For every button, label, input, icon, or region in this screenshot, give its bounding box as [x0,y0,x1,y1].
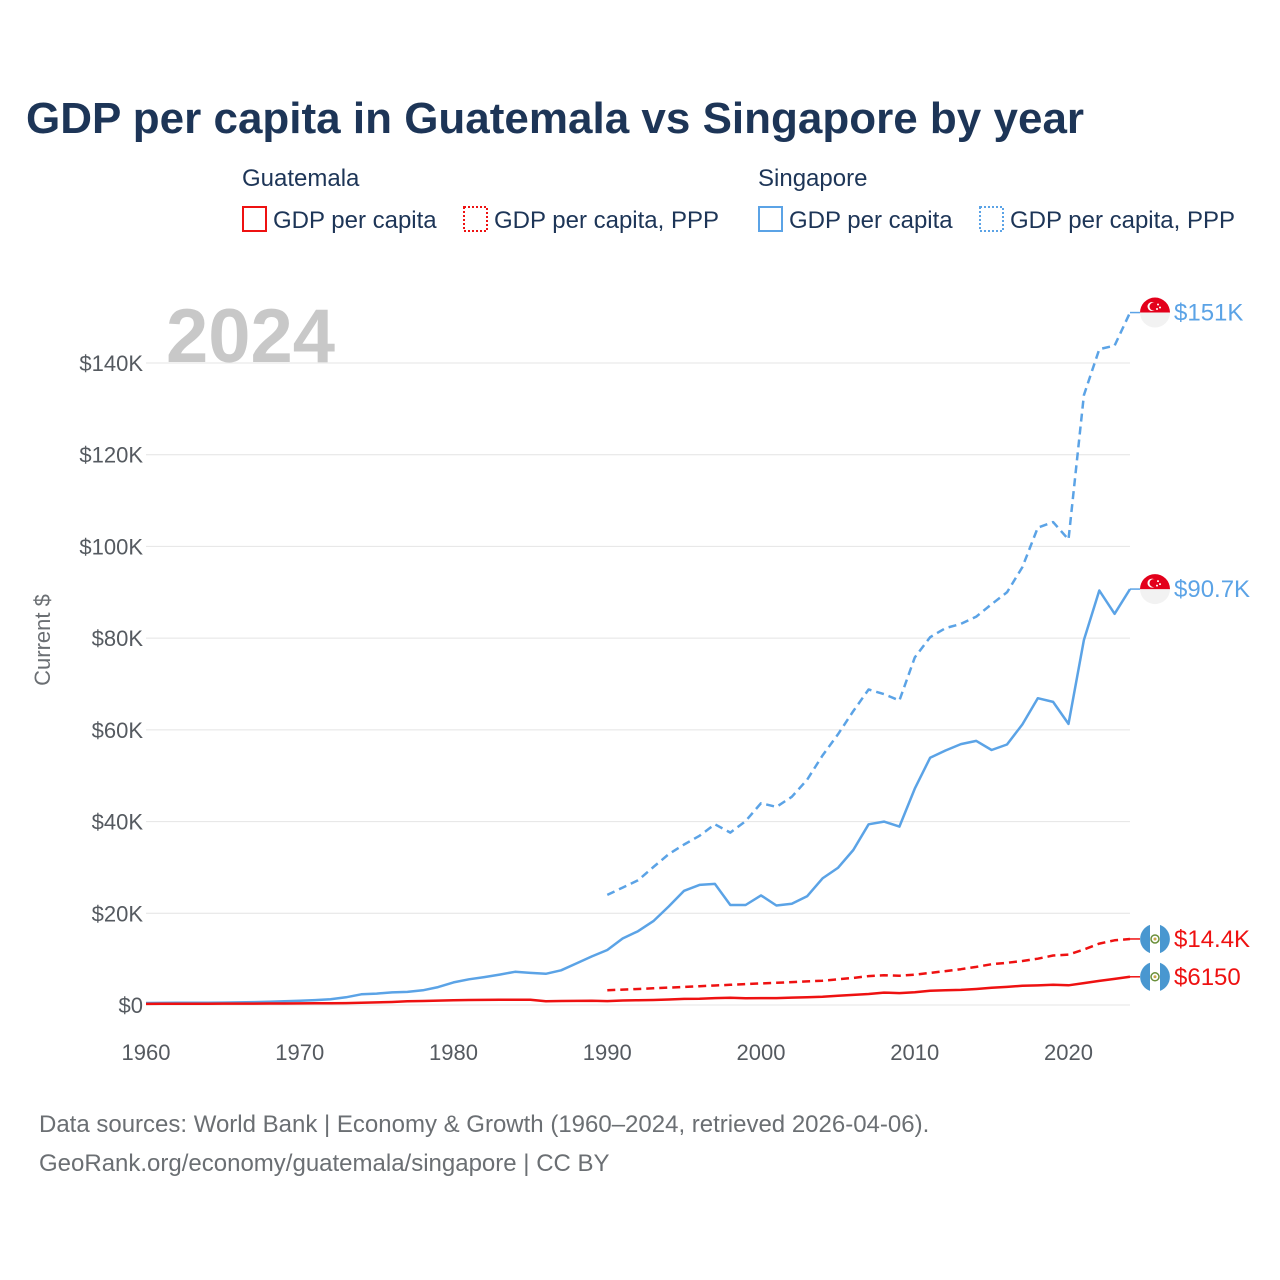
end-marker-sg-gdp: $90.7K [1140,574,1250,605]
legend-item-sg-ppp[interactable]: GDP per capita, PPP [979,206,1235,234]
series-line-guatemala-gdp-per-capita [145,975,1131,1006]
y-tick-label: $20K [92,901,144,926]
legend-item-gt-ppp[interactable]: GDP per capita, PPP [463,206,719,234]
x-axis-ticks: 1960 1970 1980 1990 2000 2010 2020 [122,1040,1093,1065]
end-label-sg-gdp: $90.7K [1174,576,1250,603]
legend-label-gt-gdp: GDP per capita [273,207,437,234]
end-label-gt-ppp: $14.4K [1174,926,1250,953]
x-tick-label: 1960 [122,1040,171,1065]
legend-label-gt-ppp: GDP per capita, PPP [494,207,719,234]
legend-swatch-sg-ppp [979,206,1004,232]
series-line-singapore-gdp-per-capita-ppp [606,312,1132,897]
legend-label-sg-ppp: GDP per capita, PPP [1010,207,1235,234]
source-line-2[interactable]: GeoRank.org/economy/guatemala/singapore … [39,1150,610,1177]
end-marker-gt-gdp: $6150 [1140,961,1241,992]
legend-group-singapore: Singapore [758,165,867,192]
singapore-flag-icon [1140,297,1170,328]
x-tick-label: 1980 [429,1040,478,1065]
legend-swatch-sg-gdp [758,206,783,232]
y-tick-label: $0 [119,993,143,1018]
x-tick-label: 2010 [890,1040,939,1065]
y-tick-label: $100K [79,534,143,559]
chart-title: GDP per capita in Guatemala vs Singapore… [26,94,1084,143]
y-tick-label: $80K [92,626,144,651]
series-lines [145,311,1140,1006]
end-marker-sg-ppp: $151K [1140,297,1243,328]
legend-swatch-gt-gdp [242,206,267,232]
year-watermark: 2024 [166,294,335,379]
singapore-flag-icon [1140,574,1170,605]
legend-label-sg-gdp: GDP per capita [789,207,953,234]
y-tick-label: $40K [92,810,144,835]
legend: Guatemala Singapore GDP per capita GDP p… [242,165,1235,234]
guatemala-flag-icon [1140,923,1170,954]
legend-item-sg-gdp[interactable]: GDP per capita [758,206,953,234]
y-tick-label: $60K [92,718,144,743]
x-tick-label: 1990 [583,1040,632,1065]
x-tick-label: 2000 [737,1040,786,1065]
y-axis-ticks: $0 $20K $40K $60K $80K $100K $120K $140K [79,351,143,1018]
y-tick-label: $120K [79,443,143,468]
source-line-1: Data sources: World Bank | Economy & Gro… [39,1111,929,1138]
gridlines [146,362,1130,1006]
end-label-sg-ppp: $151K [1174,300,1243,327]
x-tick-label: 2020 [1044,1040,1093,1065]
legend-swatch-gt-ppp [463,206,488,232]
legend-group-guatemala: Guatemala [242,165,360,192]
x-tick-label: 1970 [275,1040,324,1065]
end-marker-gt-ppp: $14.4K [1140,923,1250,954]
y-axis-label: Current $ [30,594,55,686]
series-line-singapore-gdp-per-capita [145,588,1132,1005]
guatemala-flag-icon [1140,961,1170,992]
series-line-guatemala-gdp-per-capita-ppp [607,937,1131,992]
end-label-gt-gdp: $6150 [1174,964,1241,991]
y-tick-label: $140K [79,351,143,376]
legend-item-gt-gdp[interactable]: GDP per capita [242,206,437,234]
